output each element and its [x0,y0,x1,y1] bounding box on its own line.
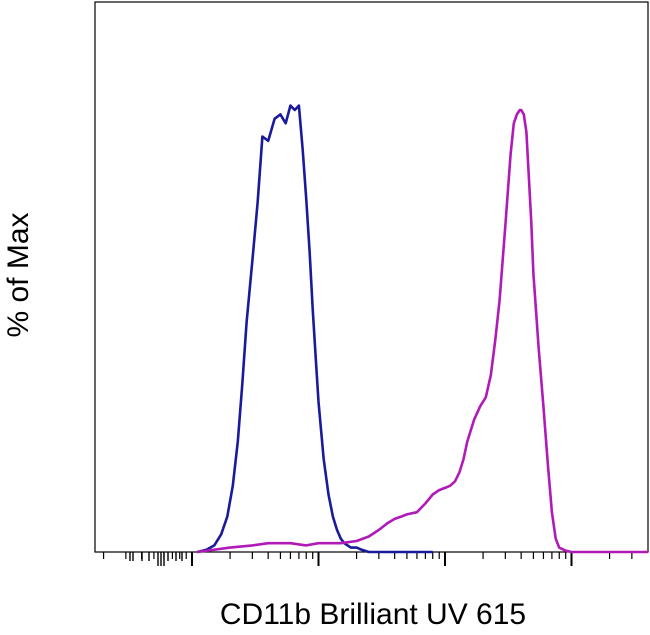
x-axis-title: CD11b Brilliant UV 615 [220,598,526,631]
histogram-series-line-2 [197,108,648,554]
x-axis-ticks [102,552,633,566]
plot-border [94,1,649,553]
y-axis-title: % of Max [2,212,35,337]
plot-frame [94,1,649,553]
series-layer [196,104,648,554]
histogram-series-line-1 [196,104,433,554]
